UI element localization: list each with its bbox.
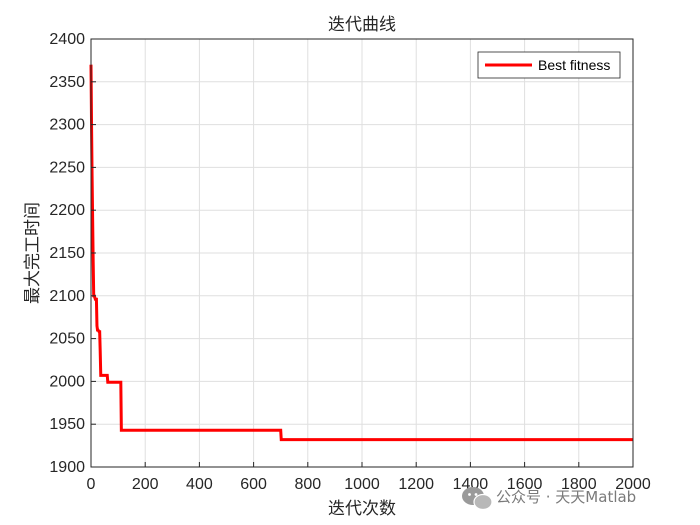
watermark-text: 公众号 · 天天Matlab — [496, 488, 636, 506]
y-tick-label: 2050 — [49, 331, 85, 348]
grid — [91, 39, 633, 467]
y-tick-label: 1900 — [49, 459, 85, 476]
y-tick-label: 2100 — [49, 288, 85, 305]
series-line-best-fitness — [89, 64, 633, 442]
chart-title: 迭代曲线 — [328, 15, 396, 35]
series-layer — [89, 64, 633, 442]
y-axis-label: 最大完工时间 — [23, 202, 43, 304]
x-tick-label: 1800 — [561, 476, 597, 493]
y-tick-label: 1950 — [49, 416, 85, 433]
legend-label-best-fitness: Best fitness — [538, 57, 610, 73]
y-tick-label: 2250 — [49, 159, 85, 176]
x-tick-label: 800 — [294, 476, 321, 493]
x-tick-label: 400 — [186, 476, 213, 493]
x-tick-label: 0 — [87, 476, 96, 493]
y-tick-label: 2150 — [49, 245, 85, 262]
y-tick-label: 2200 — [49, 202, 85, 219]
x-tick-label: 200 — [132, 476, 159, 493]
ticks: 0 200 400 600 800 1000 1200 1400 1600 1800 2000190… — [49, 31, 650, 493]
wechat-icon — [462, 487, 493, 511]
watermark: 公众号 · 天天Matlab — [462, 487, 636, 511]
x-tick-label: 1200 — [398, 476, 434, 493]
y-tick-label: 2300 — [49, 117, 85, 134]
x-tick-label: 2000 — [615, 476, 651, 493]
x-tick-label: 1000 — [344, 476, 380, 493]
y-tick-label: 2350 — [49, 74, 85, 91]
legend: Best fitness — [477, 51, 621, 79]
y-tick-label: 2000 — [49, 373, 85, 390]
y-tick-label: 2400 — [49, 31, 85, 48]
x-tick-label: 600 — [240, 476, 267, 493]
x-axis-label: 迭代次数 — [328, 499, 396, 519]
x-tick-label: 1600 — [507, 476, 543, 493]
